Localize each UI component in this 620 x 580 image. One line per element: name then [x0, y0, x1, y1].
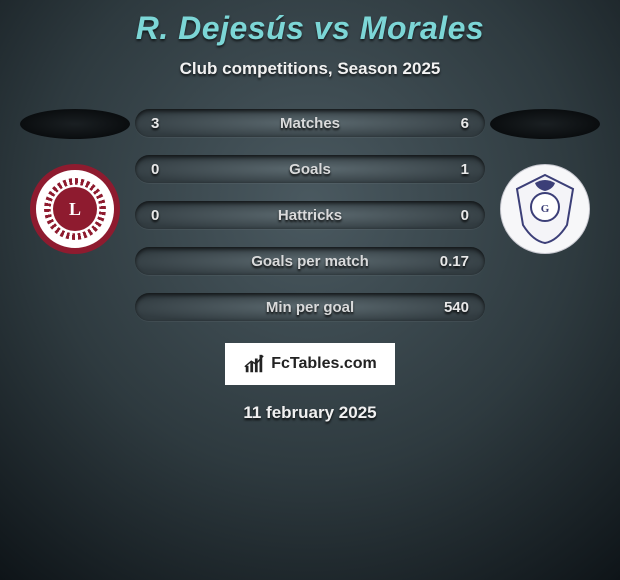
subtitle: Club competitions, Season 2025	[0, 59, 620, 79]
stat-label: Min per goal	[266, 299, 354, 316]
stat-left-value: 3	[151, 115, 191, 132]
stat-label: Matches	[280, 115, 340, 132]
stat-label: Hattricks	[278, 207, 342, 224]
stat-label: Goals	[289, 161, 331, 178]
comparison-card: R. Dejesús vs Morales Club competitions,…	[0, 0, 620, 580]
stat-bar: Min per goal 540	[135, 293, 485, 321]
right-side: G	[485, 109, 605, 254]
main-row: L 3 Matches 6 0 Goals 1 0 Hattricks 0 Go…	[0, 109, 620, 321]
stat-label: Goals per match	[251, 253, 369, 270]
stat-bar: Goals per match 0.17	[135, 247, 485, 275]
page-title: R. Dejesús vs Morales	[0, 0, 620, 47]
date-text: 11 february 2025	[0, 403, 620, 423]
stat-right-value: 0.17	[429, 253, 469, 270]
club-badge-right-initial: G	[541, 203, 550, 215]
stat-bar: 0 Goals 1	[135, 155, 485, 183]
player-shadow-left	[20, 109, 130, 139]
stat-left-value: 0	[151, 207, 191, 224]
stat-right-value: 540	[429, 299, 469, 316]
stat-bar: 3 Matches 6	[135, 109, 485, 137]
left-side: L	[15, 109, 135, 254]
stat-right-value: 0	[429, 207, 469, 224]
stats-bars: 3 Matches 6 0 Goals 1 0 Hattricks 0 Goal…	[135, 109, 485, 321]
stat-right-value: 6	[429, 115, 469, 132]
branding-box: FcTables.com	[225, 343, 395, 385]
stat-right-value: 1	[429, 161, 469, 178]
club-badge-right-icon: G	[505, 169, 585, 249]
branding-text: FcTables.com	[271, 355, 377, 373]
club-badge-left-initial: L	[53, 187, 97, 231]
stat-bar: 0 Hattricks 0	[135, 201, 485, 229]
stat-left-value: 0	[151, 161, 191, 178]
club-badge-left: L	[30, 164, 120, 254]
chart-icon	[243, 353, 265, 375]
player-shadow-right	[490, 109, 600, 139]
club-badge-right: G	[500, 164, 590, 254]
